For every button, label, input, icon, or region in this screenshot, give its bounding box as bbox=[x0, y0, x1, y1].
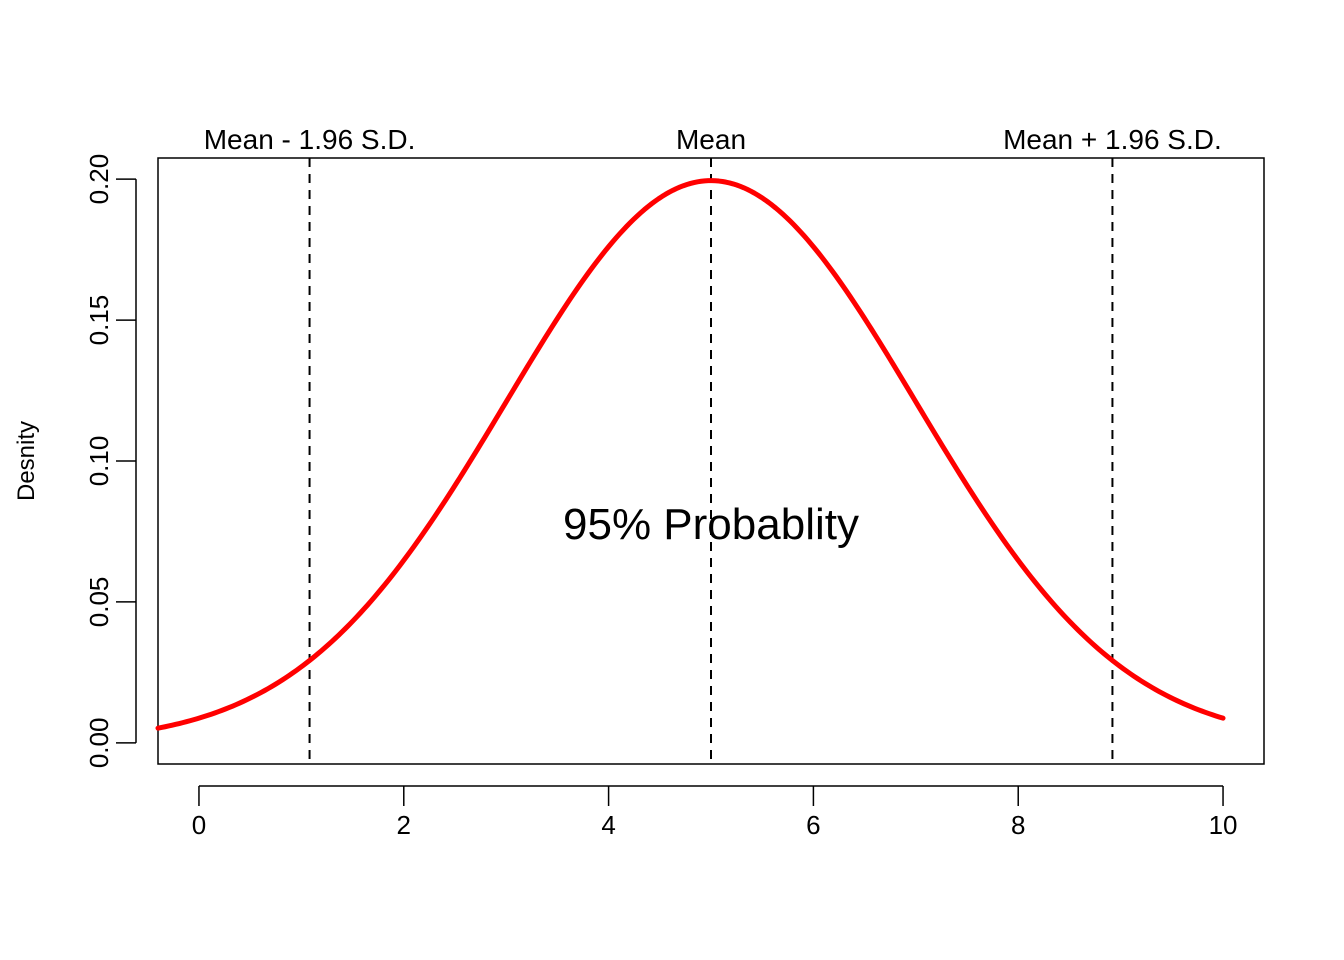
x-tick-label: 8 bbox=[1011, 810, 1025, 840]
x-tick-label: 6 bbox=[806, 810, 820, 840]
reference-line-labels: Mean - 1.96 S.D. Mean Mean + 1.96 S.D. bbox=[204, 124, 1222, 155]
x-axis: 0 2 4 6 8 10 bbox=[192, 785, 1238, 840]
reference-lines bbox=[308, 158, 1114, 764]
y-tick-label: 0.05 bbox=[84, 577, 114, 628]
y-tick-label: 0.20 bbox=[84, 154, 114, 205]
x-tick-label: 2 bbox=[397, 810, 411, 840]
density-curve bbox=[155, 178, 1226, 731]
x-tick-label: 10 bbox=[1209, 810, 1238, 840]
y-axis-title: Desnity bbox=[13, 421, 40, 501]
y-axis: 0.00 0.05 0.10 0.15 0.20 bbox=[84, 154, 137, 769]
probability-annotation: 95% Probablity bbox=[563, 500, 859, 549]
reference-line-label: Mean - 1.96 S.D. bbox=[204, 124, 416, 155]
y-tick-label: 0.10 bbox=[84, 436, 114, 487]
y-tick-label: 0.15 bbox=[84, 295, 114, 346]
reference-line-label: Mean + 1.96 S.D. bbox=[1003, 124, 1222, 155]
reference-line-label: Mean bbox=[676, 124, 746, 155]
x-tick-label: 0 bbox=[192, 810, 206, 840]
y-tick-label: 0.00 bbox=[84, 718, 114, 769]
x-tick-label: 4 bbox=[601, 810, 615, 840]
